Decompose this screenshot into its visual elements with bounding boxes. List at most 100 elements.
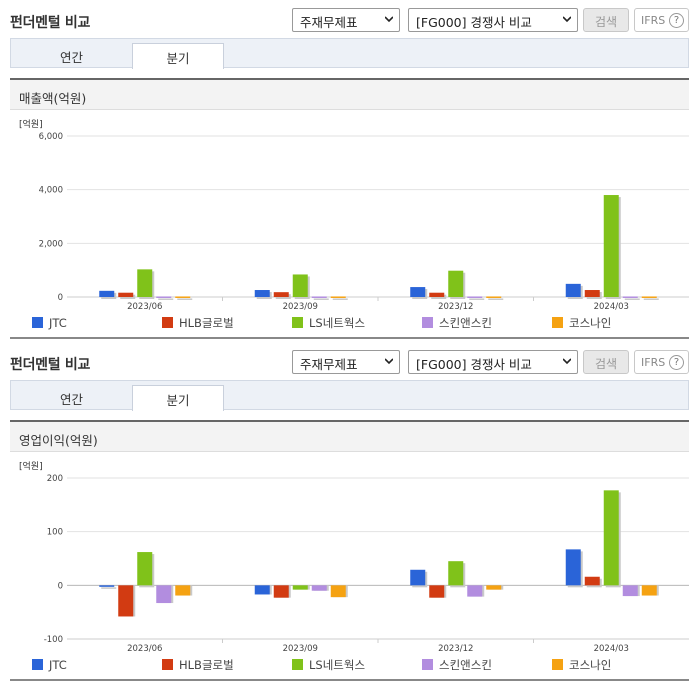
bar-hlb글로벌-2023-12	[429, 292, 445, 297]
bar-shadow	[643, 298, 659, 300]
bar-스킨앤스킨-2023-09	[311, 585, 327, 591]
bar-코스나인-2023-09	[330, 296, 346, 298]
chart-header: 영업이익(억원)	[10, 422, 689, 452]
bar-shadow	[488, 298, 504, 300]
legend-label-hlb글로벌: HLB글로벌	[179, 658, 234, 672]
bar-jtc-2023-09	[254, 290, 270, 297]
bar-스킨앤스킨-2023-06	[156, 585, 172, 604]
x-tick-label: 2023/12	[438, 644, 473, 654]
legend-label-hlb글로벌: HLB글로벌	[179, 316, 234, 330]
help-icon: ?	[669, 355, 684, 370]
y-tick-label: 0	[58, 581, 63, 591]
bar-hlb글로벌-2023-09	[273, 292, 289, 297]
chevron-down-icon	[385, 358, 393, 365]
statement-select-value: 주재무제표	[300, 357, 358, 372]
tab-quarterly[interactable]: 분기	[132, 43, 224, 69]
bar-스킨앤스킨-2024-03	[622, 296, 638, 298]
x-tick-label: 2024/03	[594, 302, 629, 312]
tab-annual[interactable]: 연간	[59, 50, 83, 65]
bar-스킨앤스킨-2023-09	[311, 296, 327, 298]
panel-title: 펀더멘털 비교	[10, 357, 91, 373]
bar-코스나인-2023-09	[330, 585, 346, 598]
legend-swatch-스킨앤스킨	[422, 659, 433, 670]
chevron-down-icon	[563, 16, 571, 23]
bar-shadow	[624, 298, 640, 300]
x-tick-label: 2023/09	[283, 644, 318, 654]
help-icon: ?	[669, 13, 684, 28]
bar-ls네트웍스-2024-03	[603, 490, 619, 586]
bar-코스나인-2023-12	[486, 585, 502, 590]
legend-label-ls네트웍스: LS네트웍스	[309, 316, 365, 330]
x-tick-label: 2023/12	[438, 302, 473, 312]
ifrs-button[interactable]: IFRS ?	[634, 350, 689, 374]
compare-select-value: [FG000] 경쟁사 비교	[416, 357, 532, 372]
bar-jtc-2023-12	[410, 287, 426, 297]
compare-select-value: [FG000] 경쟁사 비교	[416, 15, 532, 30]
legend-label-스킨앤스킨: 스킨앤스킨	[439, 658, 492, 672]
legend-label-ls네트웍스: LS네트웍스	[309, 658, 365, 672]
bar-스킨앤스킨-2023-06	[156, 296, 172, 298]
legend-label-jtc: JTC	[48, 658, 67, 672]
bar-shadow	[177, 298, 193, 300]
bar-jtc-2023-12	[410, 569, 426, 586]
search-button[interactable]: 검색	[583, 8, 629, 32]
legend-swatch-hlb글로벌	[162, 659, 173, 670]
legend-swatch-코스나인	[552, 317, 563, 328]
tab-quarterly[interactable]: 분기	[132, 385, 224, 411]
tab-annual[interactable]: 연간	[59, 392, 83, 407]
bar-jtc-2023-06	[99, 585, 115, 587]
compare-select[interactable]: [FG000] 경쟁사 비교	[408, 8, 578, 32]
bar-ls네트웍스-2023-06	[137, 269, 153, 297]
bar-hlb글로벌-2023-09	[273, 585, 289, 598]
y-tick-label: 4,000	[39, 186, 63, 196]
x-tick-label: 2023/06	[127, 644, 162, 654]
bar-hlb글로벌-2024-03	[584, 290, 600, 297]
bar-ls네트웍스-2023-09	[292, 274, 308, 297]
legend-swatch-스킨앤스킨	[422, 317, 433, 328]
bar-코스나인-2023-12	[486, 296, 502, 298]
bar-ls네트웍스-2023-06	[137, 552, 153, 586]
x-tick-label: 2024/03	[594, 644, 629, 654]
bar-hlb글로벌-2024-03	[584, 576, 600, 586]
x-tick-label: 2023/06	[127, 302, 162, 312]
ifrs-button[interactable]: IFRS ?	[634, 8, 689, 32]
y-tick-label: 6,000	[39, 132, 63, 142]
bar-코스나인-2023-06	[175, 585, 191, 596]
sales-bar-chart: [억원] 0 2,000 4,000 6,000 2023/06 2023/09 2023/1…	[19, 118, 689, 330]
divider	[10, 337, 689, 339]
legend-swatch-jtc	[32, 659, 43, 670]
bar-hlb글로벌-2023-06	[118, 292, 134, 297]
unit-label: [억원]	[19, 460, 43, 472]
bar-shadow	[332, 298, 348, 300]
statement-select[interactable]: 주재무제표	[292, 8, 400, 32]
search-button[interactable]: 검색	[583, 350, 629, 374]
bar-스킨앤스킨-2024-03	[622, 585, 638, 597]
bar-jtc-2023-06	[99, 290, 115, 297]
chart-area: 영업이익(억원) [억원] -100 0 100 200 2023/06 2023/09 20…	[10, 420, 689, 679]
statement-select[interactable]: 주재무제표	[292, 350, 400, 374]
bar-shadow	[313, 298, 329, 300]
bar-스킨앤스킨-2023-12	[467, 296, 483, 298]
panel-title: 펀더멘털 비교	[10, 15, 91, 31]
panel-header: 펀더멘털 비교 주재무제표 [FG000] 경쟁사 비교 검색 IFRS ?	[0, 342, 696, 378]
y-tick-label: -100	[44, 635, 63, 645]
operating-profit-bar-chart: [억원] -100 0 100 200 2023/06 2023/09 2023/12 2024…	[19, 460, 689, 672]
bar-코스나인-2024-03	[641, 296, 657, 298]
bar-jtc-2023-09	[254, 585, 270, 595]
unit-label: [억원]	[19, 118, 43, 130]
chart-title: 영업이익(억원)	[19, 433, 98, 448]
bar-스킨앤스킨-2023-12	[467, 585, 483, 597]
bar-ls네트웍스-2024-03	[603, 195, 619, 297]
bar-hlb글로벌-2023-06	[118, 585, 134, 617]
legend-swatch-코스나인	[552, 659, 563, 670]
legend-swatch-hlb글로벌	[162, 317, 173, 328]
chevron-down-icon	[563, 358, 571, 365]
legend-label-코스나인: 코스나인	[569, 658, 611, 672]
compare-select[interactable]: [FG000] 경쟁사 비교	[408, 350, 578, 374]
chart-area: 매출액(억원) [억원] 0 2,000 4,000 6,000 2023/06 2023/…	[10, 78, 689, 337]
bar-ls네트웍스-2023-12	[448, 561, 464, 586]
x-tick-label: 2023/09	[283, 302, 318, 312]
legend-swatch-ls네트웍스	[292, 659, 303, 670]
ifrs-label: IFRS	[641, 14, 666, 27]
bar-shadow	[158, 298, 174, 300]
